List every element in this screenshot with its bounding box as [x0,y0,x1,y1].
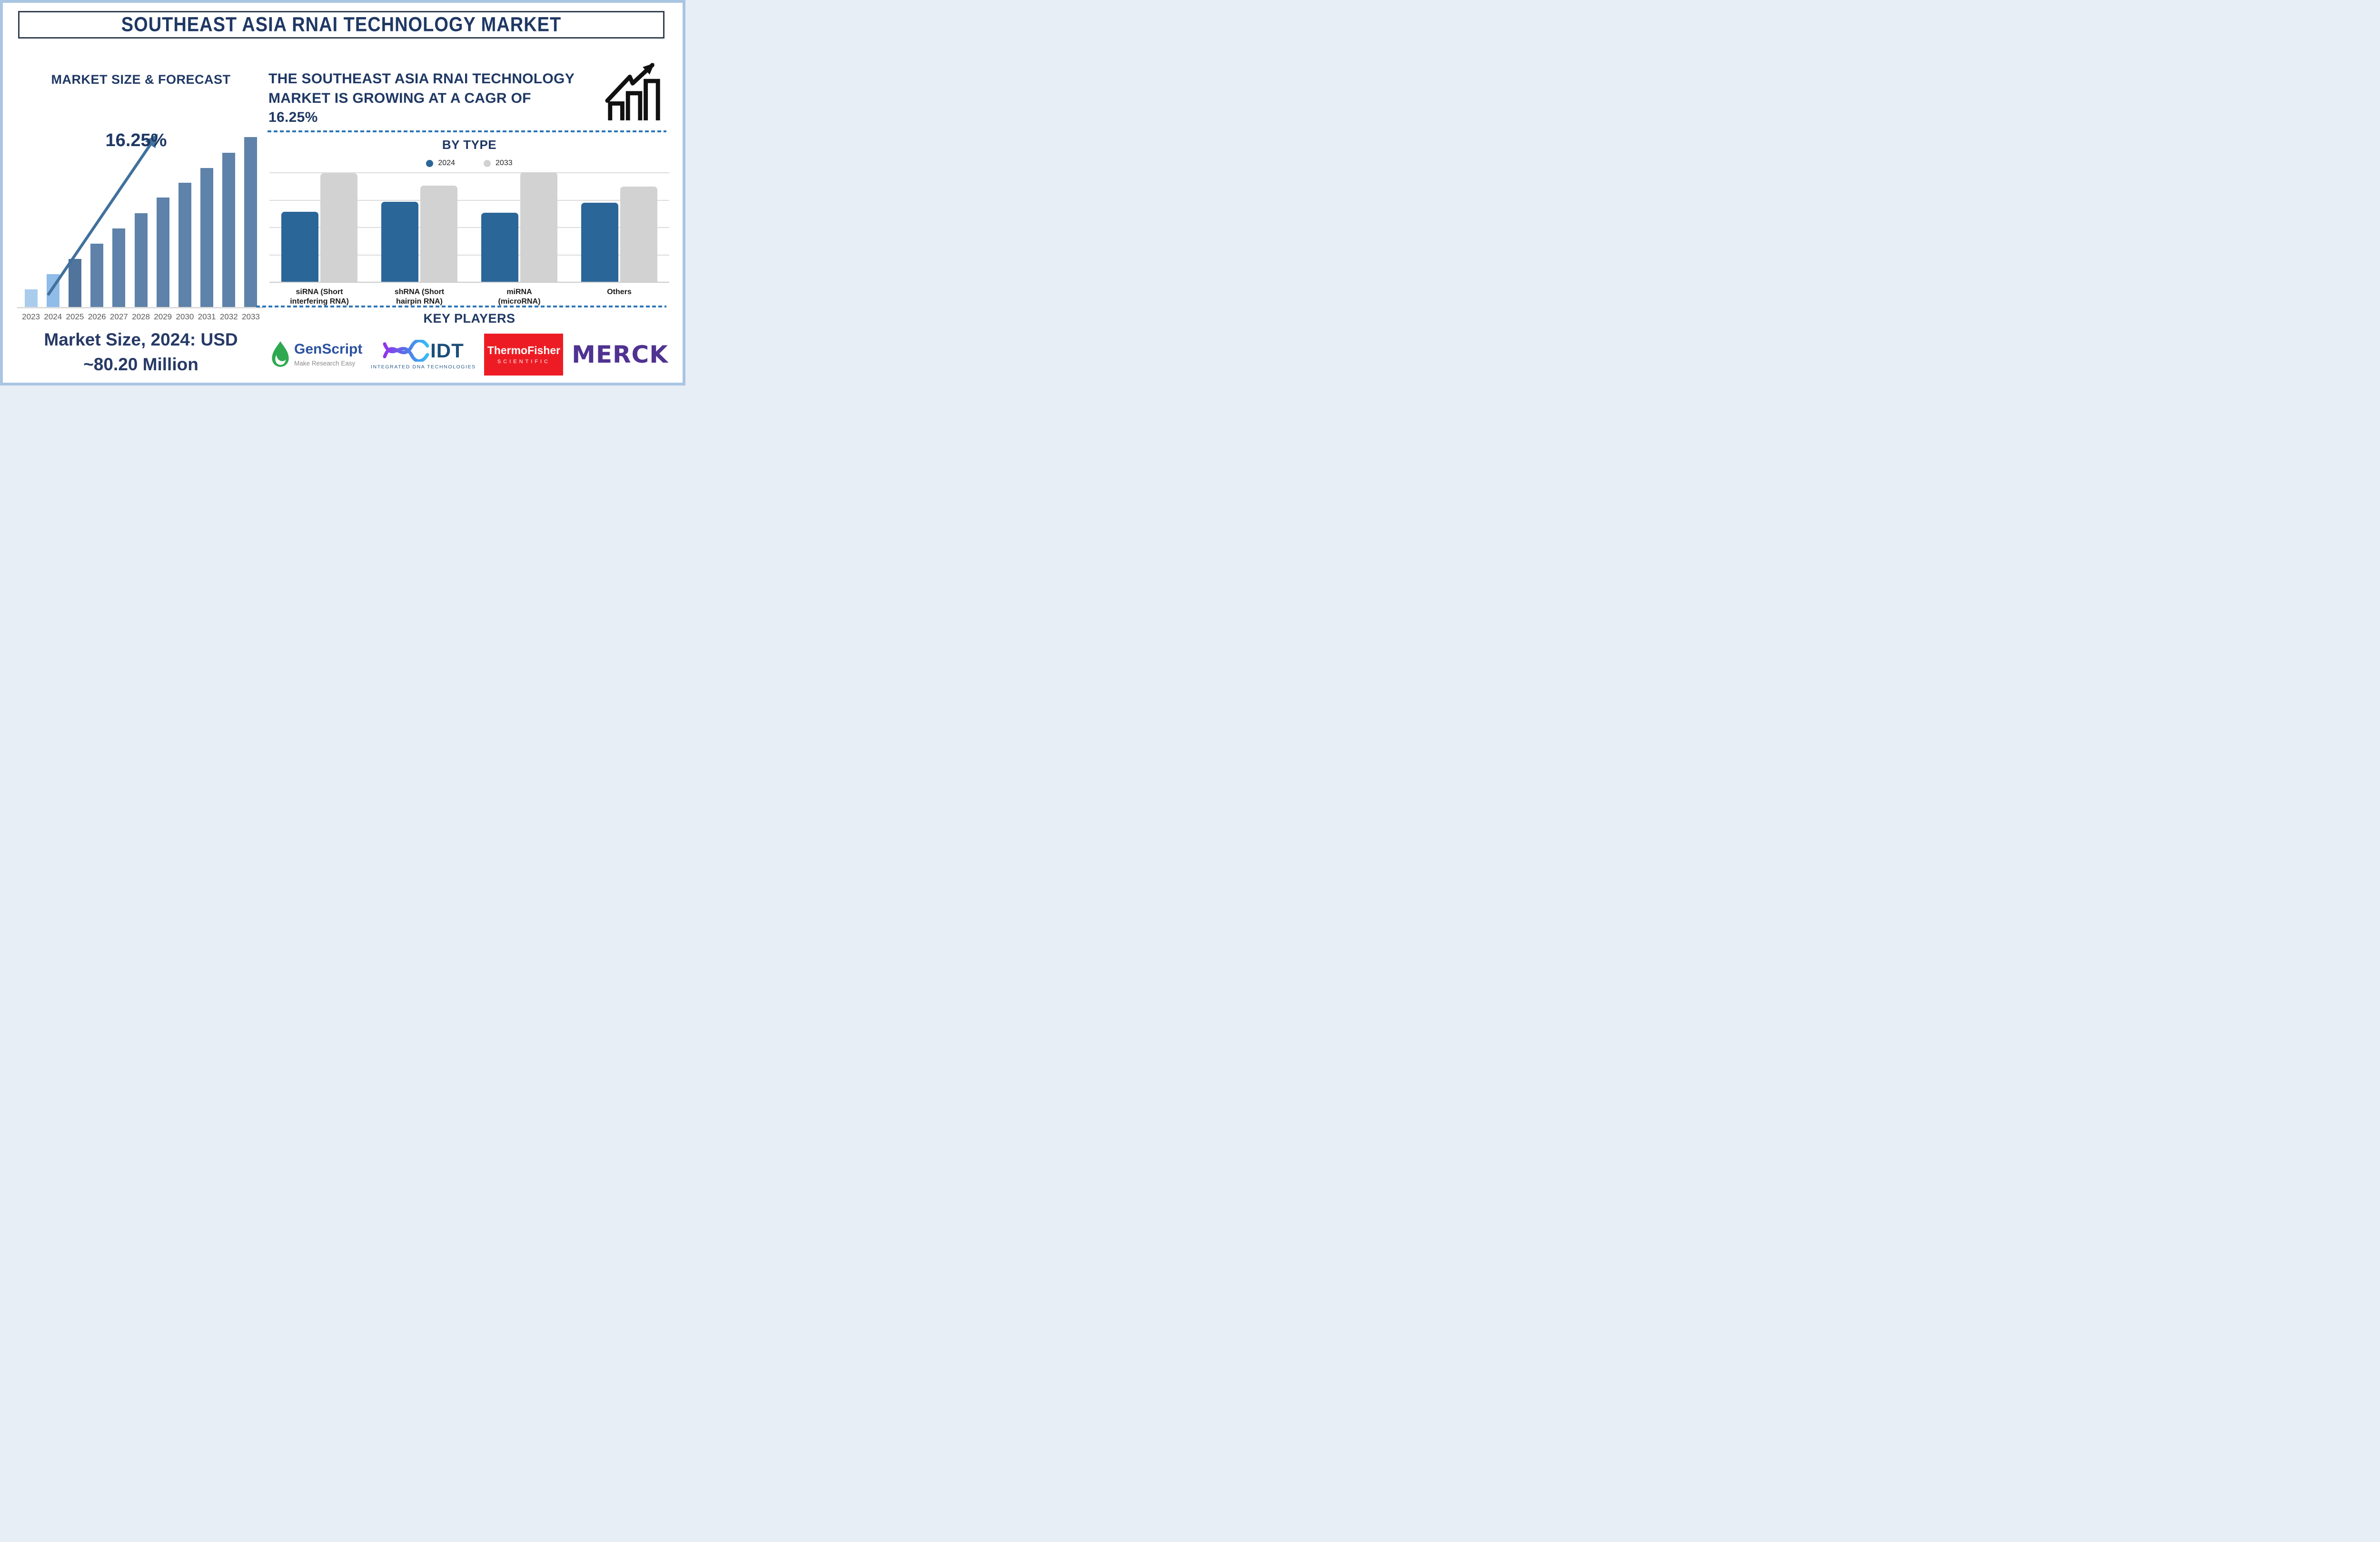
infographic-page: SOUTHEAST ASIA RNAI TECHNOLOGY MARKET MA… [0,0,685,386]
bar-column-2025 [64,137,86,307]
bar-pair [381,172,457,282]
key-players-title: KEY PLAYERS [423,311,516,326]
forecast-bar-2023 [24,289,38,307]
bar-column-2029 [152,137,174,307]
idt-helix-icon [383,339,429,362]
legend-item-2024: 2024 [426,159,455,168]
bar-group-1 [269,172,369,282]
market-forecast-chart: 16.25% [17,130,265,308]
bar-2024-group1 [281,211,318,282]
x-axis-label-2033: 2033 [242,312,260,321]
cagr-value-label: 16.25% [105,130,167,150]
gridline [269,199,669,201]
forecast-bar-2026 [90,244,104,307]
bar-2033-group3 [520,172,557,282]
bar-2033-group2 [420,185,457,282]
x-axis-label-2024: 2024 [44,312,62,321]
market-forecast-years: 2023 2024 2025 2026 2027 2028 2029 2030 2031 2032… [17,312,265,322]
legend-item-2033: 2033 [484,159,513,168]
cagr-headline: THE SOUTHEAST ASIA RNAI TECHNOLOGY MARKE… [268,69,597,128]
bar-column-2030 [174,137,196,307]
section-divider-top [268,130,666,132]
by-type-labels: siRNA (Short interfering RNA) shRNA (Short… [269,287,669,306]
bar-column-2033 [240,137,262,307]
bar-column-2023 [20,137,42,307]
title-banner: SOUTHEAST ASIA RNAI TECHNOLOGY MARKET [18,11,664,39]
forecast-bar-2027 [112,228,126,307]
genscript-droplet-icon [272,341,289,367]
category-label-4: Others [607,288,632,296]
bar-column-2032 [218,137,240,307]
genscript-wordmark: GenScript [294,341,363,357]
thermofisher-wordmark: ThermoFisher [487,344,561,357]
x-axis-label-2026: 2026 [88,312,106,321]
genscript-tagline: Make Research Easy [294,360,356,367]
idt-wordmark: IDT [430,339,464,362]
bar-group-3 [469,172,569,282]
key-players-logos: GenScript Make Research Easy [270,330,668,379]
bar-pair [481,172,557,282]
bar-group-2 [369,172,469,282]
bar-2024-group4 [581,203,618,282]
gridline [269,254,669,256]
bar-pair [581,172,657,282]
category-label-3: miRNA (microRNA) [498,288,541,306]
market-forecast-title: MARKET SIZE & FORECAST [51,72,231,87]
forecast-bar-2032 [222,152,236,307]
thermofisher-subtext: SCIENTIFIC [497,358,551,365]
market-size-line1: Market Size, 2024: USD [44,330,238,349]
x-axis-label-2028: 2028 [132,312,150,321]
forecast-bar-2031 [200,168,214,307]
bar-group-4 [569,172,669,282]
bar-column-2031 [196,137,218,307]
by-type-groups [269,172,669,282]
bar-pair [281,172,357,282]
headline-line3: 16.25% [268,109,318,125]
by-type-legend: 2024 2033 [269,159,669,168]
gridline [269,227,669,228]
bar-2024-group2 [381,202,418,282]
logo-genscript: GenScript Make Research Easy [270,341,362,368]
category-label-2: shRNA (Short hairpin RNA) [394,288,445,306]
logo-idt: IDT INTEGRATED DNA TECHNOLOGIES [371,339,476,370]
headline-line2: MARKET IS GROWING AT A CAGR OF [268,90,531,106]
by-type-title: BY TYPE [442,138,497,152]
x-axis-label-2025: 2025 [66,312,84,321]
x-axis-label-2030: 2030 [176,312,194,321]
forecast-bar-2033 [244,137,258,307]
bar-column-2026 [86,137,108,307]
by-type-chart [269,172,669,283]
x-axis-label-2032: 2032 [219,312,238,321]
growth-trend-arrow [47,134,158,296]
page-title: SOUTHEAST ASIA RNAI TECHNOLOGY MARKET [121,13,562,36]
market-size-callout: Market Size, 2024: USD ~80.20 Million [3,327,279,377]
bar-column-2028 [130,137,152,307]
x-axis-label-2031: 2031 [198,312,216,321]
forecast-bar-2030 [178,183,191,307]
logo-thermofisher: ThermoFisher SCIENTIFIC [484,334,564,376]
bar-2024-group3 [481,213,518,282]
growth-chart-icon [605,63,660,120]
section-divider-bottom [256,306,666,307]
bar-2033-group4 [620,186,657,282]
logo-merck: MERCK [572,341,668,368]
x-axis-label-2027: 2027 [109,312,128,321]
gridline [269,172,669,173]
headline-line1: THE SOUTHEAST ASIA RNAI TECHNOLOGY [268,71,575,87]
legend-label-2024: 2024 [438,159,455,167]
bar-2033-group1 [320,173,357,282]
legend-dot-2024 [426,159,434,167]
idt-subtext: INTEGRATED DNA TECHNOLOGIES [371,364,476,370]
bar-column-2027 [108,137,130,307]
market-forecast-columns [17,137,265,307]
category-label-1: siRNA (Short interfering RNA) [290,288,349,306]
forecast-bar-2029 [156,198,169,307]
forecast-bar-2028 [134,213,148,307]
market-size-line2: ~80.20 Million [83,354,198,374]
x-axis-label-2029: 2029 [154,312,172,321]
x-axis-label-2023: 2023 [22,312,40,321]
legend-dot-2033 [484,159,491,167]
legend-label-2033: 2033 [496,159,513,167]
forecast-bar-2025 [68,258,81,307]
